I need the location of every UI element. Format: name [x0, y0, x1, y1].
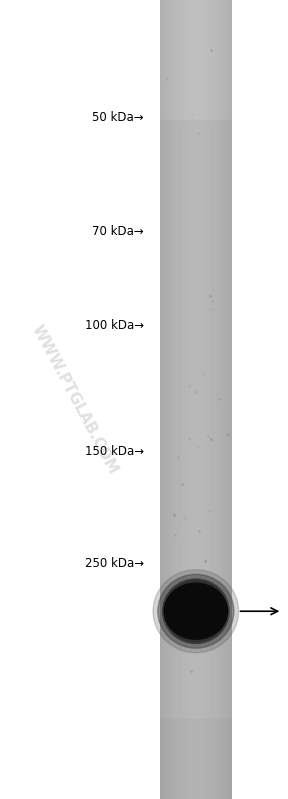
- Text: 250 kDa→: 250 kDa→: [85, 557, 144, 570]
- Text: 100 kDa→: 100 kDa→: [85, 320, 144, 332]
- Ellipse shape: [162, 579, 229, 643]
- Ellipse shape: [164, 583, 228, 639]
- Text: 50 kDa→: 50 kDa→: [92, 111, 144, 124]
- Text: 150 kDa→: 150 kDa→: [85, 445, 144, 458]
- Ellipse shape: [153, 570, 238, 653]
- Ellipse shape: [164, 580, 228, 642]
- Text: WWW.PTGLAB.COM: WWW.PTGLAB.COM: [29, 322, 121, 477]
- Ellipse shape: [158, 574, 234, 648]
- Text: 70 kDa→: 70 kDa→: [92, 225, 144, 238]
